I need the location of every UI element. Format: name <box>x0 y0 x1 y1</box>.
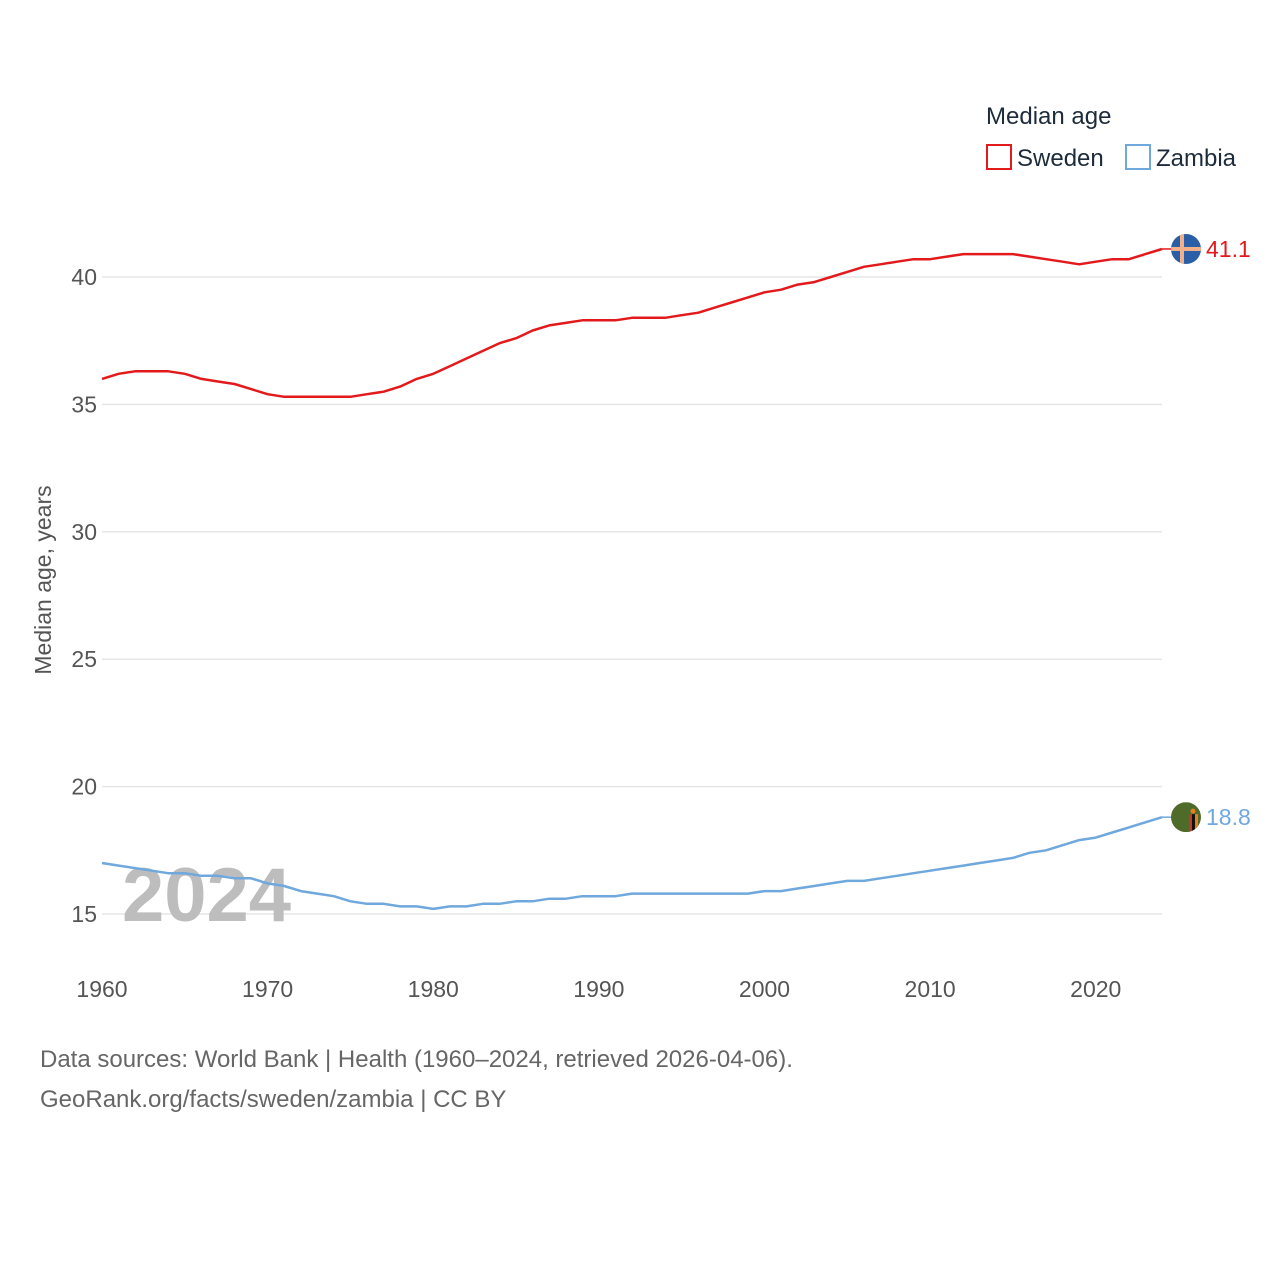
x-axis: 1960 1970 1980 1990 2000 2010 2020 <box>76 976 1121 1002</box>
legend-swatch-sweden[interactable] <box>986 144 1012 170</box>
x-tick-label: 2010 <box>905 976 956 1002</box>
y-tick-label: 25 <box>71 646 97 672</box>
footer-link[interactable]: GeoRank.org/facts/sweden/zambia | CC BY <box>40 1086 507 1113</box>
x-tick-label: 2000 <box>739 976 790 1002</box>
x-tick-label: 1980 <box>408 976 459 1002</box>
x-tick-label: 1960 <box>76 976 127 1002</box>
year-watermark: 2024 <box>122 853 291 938</box>
series-line-zambia[interactable] <box>101 816 1163 911</box>
series-line-sweden[interactable] <box>101 247 1163 399</box>
end-label-sweden: 41.1 <box>1206 236 1251 262</box>
y-tick-label: 15 <box>71 901 97 927</box>
footer-sources: Data sources: World Bank | Health (1960–… <box>40 1046 793 1073</box>
y-tick-label: 35 <box>71 391 97 417</box>
zambia-flag-icon <box>1171 802 1201 833</box>
legend-swatch-zambia[interactable] <box>1125 144 1151 170</box>
sweden-flag-icon <box>1171 233 1201 264</box>
footer: Data sources: World Bank | Health (1960–… <box>40 1040 793 1120</box>
legend[interactable]: Median age Sweden Zambia <box>986 103 1237 172</box>
end-markers: 41.1 18.8 <box>1162 233 1251 833</box>
legend-label-zambia[interactable]: Zambia <box>1156 145 1237 172</box>
y-axis: 15 20 25 30 35 40 <box>71 264 97 927</box>
y-tick-label: 20 <box>71 774 97 800</box>
end-label-zambia: 18.8 <box>1206 804 1251 830</box>
gridlines <box>102 276 1162 915</box>
y-axis-title: Median age, years <box>30 485 56 674</box>
chart: 15 20 25 30 35 40 1960 1970 1980 1990 2000 2010 202… <box>30 103 1251 1002</box>
series-lines <box>101 247 1163 911</box>
x-tick-label: 1970 <box>242 976 293 1002</box>
y-tick-label: 40 <box>71 264 97 290</box>
legend-label-sweden[interactable]: Sweden <box>1017 145 1104 172</box>
y-tick-label: 30 <box>71 519 97 545</box>
x-tick-label: 1990 <box>573 976 624 1002</box>
legend-title: Median age <box>986 103 1111 130</box>
x-tick-label: 2020 <box>1070 976 1121 1002</box>
